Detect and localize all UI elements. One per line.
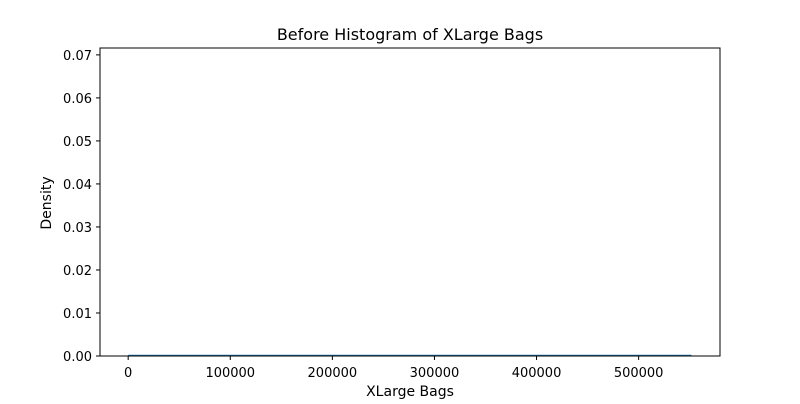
y-tick-label: 0.07 bbox=[63, 49, 92, 64]
y-tick-label: 0.00 bbox=[63, 350, 92, 365]
y-tick-label: 0.02 bbox=[63, 264, 92, 279]
plot-area bbox=[99, 47, 721, 357]
x-tick-label: 100000 bbox=[205, 366, 255, 381]
x-tick-label: 300000 bbox=[410, 366, 460, 381]
y-tick-label: 0.05 bbox=[63, 135, 92, 150]
y-axis-ticks: 0.00 0.01 0.02 0.03 0.04 0.05 0.06 0.07 bbox=[63, 49, 100, 365]
chart-title: Before Histogram of XLarge Bags bbox=[277, 25, 543, 44]
x-axis-label: XLarge Bags bbox=[366, 384, 454, 400]
x-tick-label: 0 bbox=[124, 366, 132, 381]
x-tick-label: 400000 bbox=[512, 366, 562, 381]
y-axis-label: Density bbox=[39, 176, 55, 229]
y-tick-label: 0.06 bbox=[63, 92, 92, 107]
x-tick-label: 500000 bbox=[614, 366, 664, 381]
y-tick-label: 0.01 bbox=[63, 307, 92, 322]
x-tick-label: 200000 bbox=[308, 366, 358, 381]
y-tick-label: 0.03 bbox=[63, 221, 92, 236]
x-axis-ticks: 0 100000 200000 300000 400000 500000 bbox=[124, 356, 663, 381]
axes-frame bbox=[99, 47, 721, 357]
y-tick-label: 0.04 bbox=[63, 178, 92, 193]
